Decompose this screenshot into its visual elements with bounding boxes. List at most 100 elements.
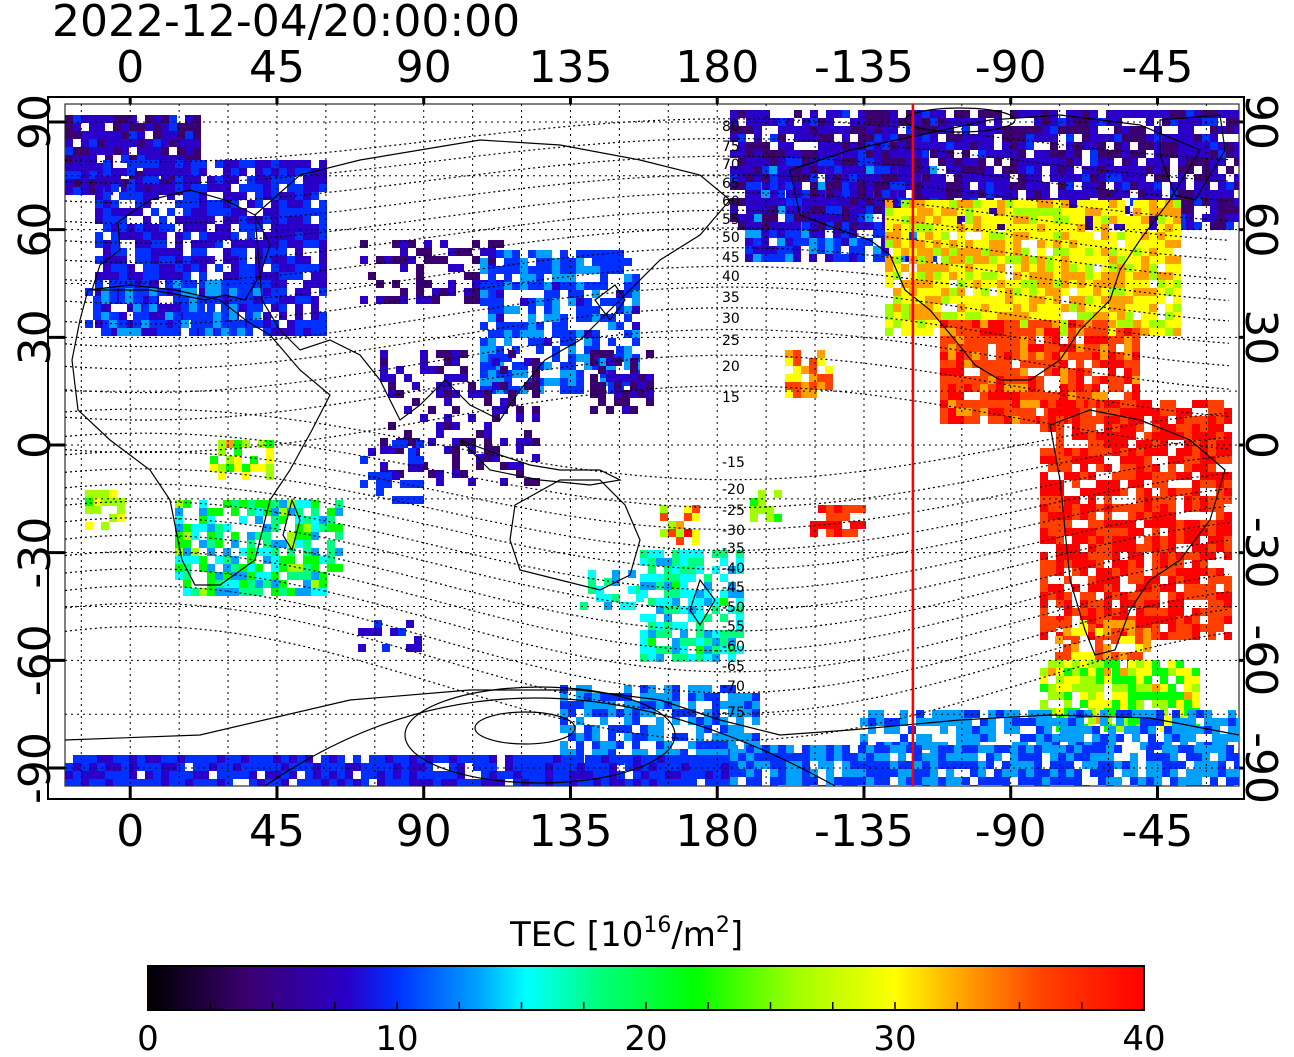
tec-cell <box>1144 684 1152 692</box>
tec-cell <box>263 328 271 336</box>
tec-cell <box>1098 142 1106 150</box>
tec-cell <box>1128 716 1136 724</box>
tec-cell <box>793 158 801 166</box>
tec-cell <box>689 763 697 771</box>
tec-cell <box>135 256 143 264</box>
tec-cell <box>858 222 866 230</box>
tec-cell <box>473 755 481 763</box>
tec-cell <box>119 256 127 264</box>
tec-cell <box>712 701 720 709</box>
tec-cell <box>183 588 191 596</box>
tec-cell <box>1220 718 1228 726</box>
tec-cell <box>704 638 712 646</box>
tec-cell <box>436 430 444 438</box>
tec-cell <box>826 118 834 126</box>
tec-cell <box>885 232 893 240</box>
tec-cell <box>1101 288 1109 296</box>
tec-cell <box>1048 496 1056 504</box>
tec-cell <box>245 328 253 336</box>
tec-cell <box>250 456 258 464</box>
tec-cell <box>1111 652 1119 660</box>
tec-cell <box>1004 368 1012 376</box>
tec-cell <box>917 224 925 232</box>
tec-cell <box>1053 304 1061 312</box>
tec-cell <box>834 158 842 166</box>
tec-cell <box>785 246 793 254</box>
tec-cell <box>893 208 901 216</box>
tec-cell <box>1136 504 1144 512</box>
tec-cell <box>933 216 941 224</box>
tec-cell <box>978 134 986 142</box>
tec-cell <box>738 198 746 206</box>
tec-cell <box>444 358 452 366</box>
tec-cell <box>810 166 818 174</box>
tec-cell <box>1192 568 1200 576</box>
tec-cell <box>1053 224 1061 232</box>
tec-cell <box>1184 440 1192 448</box>
tec-cell <box>576 701 584 709</box>
tec-cell <box>1128 512 1136 520</box>
tec-cell <box>444 422 452 430</box>
tec-cell <box>1210 142 1218 150</box>
tec-cell <box>311 184 319 192</box>
tec-cell <box>1066 150 1074 158</box>
tec-cell <box>692 529 700 537</box>
tec-cell <box>1010 126 1018 134</box>
tec-cell <box>1044 726 1052 734</box>
tec-cell <box>576 370 584 378</box>
tec-cell <box>1132 710 1140 718</box>
tec-cell <box>1084 328 1092 336</box>
tec-cell <box>1080 600 1088 608</box>
tec-cell <box>858 206 866 214</box>
tec-cell <box>1040 684 1048 692</box>
tec-cell <box>133 328 141 336</box>
tec-cell <box>257 763 265 771</box>
tec-cell <box>1058 190 1066 198</box>
tec-cell <box>103 264 111 272</box>
tec-cell <box>794 166 802 174</box>
tec-cell <box>858 126 866 134</box>
tec-cell <box>1141 224 1149 232</box>
tec-cell <box>287 296 295 304</box>
tec-cell <box>1010 142 1018 150</box>
tec-cell <box>753 254 761 262</box>
tec-cell <box>496 306 504 314</box>
tec-cell <box>258 464 266 472</box>
tec-cell <box>1168 624 1176 632</box>
tec-cell <box>850 190 858 198</box>
tec-cell <box>388 390 396 398</box>
tec-cell <box>1052 734 1060 742</box>
tec-cell <box>1117 280 1125 288</box>
tec-cell <box>1095 636 1103 644</box>
tec-cell <box>1072 608 1080 616</box>
tec-cell <box>1080 512 1088 520</box>
tec-cell <box>1120 472 1128 480</box>
tec-cell <box>103 168 111 176</box>
tec-cell <box>295 296 303 304</box>
tec-cell <box>145 755 153 763</box>
tec-cell <box>303 264 311 272</box>
tec-cell <box>793 366 801 374</box>
tec-cell <box>614 374 622 382</box>
tec-cell <box>680 646 688 654</box>
tec-cell <box>1144 692 1152 700</box>
tec-cell <box>1116 376 1124 384</box>
tec-cell <box>444 414 452 422</box>
tec-cell <box>901 240 909 248</box>
tec-cell <box>628 586 636 594</box>
tec-cell <box>954 110 962 118</box>
tec-cell <box>545 771 553 779</box>
tec-cell <box>1216 496 1224 504</box>
tec-cell <box>738 142 746 150</box>
tec-cell <box>1066 142 1074 150</box>
tec-cell <box>980 336 988 344</box>
tec-cell <box>606 374 614 382</box>
tec-cell <box>167 288 175 296</box>
tec-cell <box>665 763 673 771</box>
tec-cell <box>980 718 988 726</box>
tec-cell <box>93 304 101 312</box>
tec-cell <box>504 330 512 338</box>
tec-cell <box>817 382 825 390</box>
tec-cell <box>1157 280 1165 288</box>
tec-cell <box>1160 424 1168 432</box>
